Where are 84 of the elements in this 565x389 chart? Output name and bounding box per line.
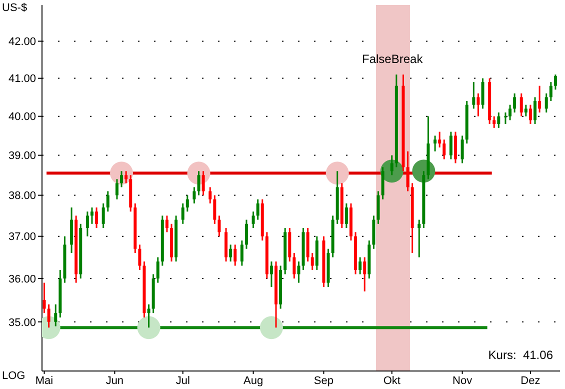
candlestick bbox=[528, 104, 532, 125]
candlestick bbox=[497, 112, 500, 129]
candlestick bbox=[481, 78, 484, 110]
x-tick-label: Dez bbox=[520, 375, 540, 387]
candlestick bbox=[310, 252, 314, 271]
x-tick-label: Mai bbox=[35, 375, 54, 387]
candlestick bbox=[438, 131, 442, 148]
candlestick bbox=[181, 202, 184, 225]
candlestick bbox=[534, 96, 537, 125]
candlestick bbox=[138, 244, 142, 271]
x-tick-label: Jul bbox=[176, 375, 190, 387]
x-tick-label: Okt bbox=[383, 375, 400, 387]
candlestick bbox=[363, 256, 366, 292]
y-axis-title: US-$ bbox=[2, 2, 28, 14]
candlestick bbox=[520, 92, 523, 118]
candlestick bbox=[492, 116, 496, 129]
candlestick bbox=[344, 202, 348, 229]
candlestick bbox=[544, 92, 548, 114]
annotation: Kurs: 41.06 bbox=[488, 348, 553, 362]
y-tick-label: 41.00 bbox=[8, 73, 36, 86]
candlestick bbox=[90, 206, 94, 225]
y-tick-label: 35.00 bbox=[8, 316, 36, 329]
candlestick bbox=[147, 304, 150, 328]
candlestick bbox=[460, 134, 464, 164]
candlestick bbox=[434, 134, 437, 152]
point bbox=[137, 316, 160, 340]
candlestick bbox=[213, 194, 216, 225]
candlestick bbox=[418, 219, 421, 258]
candlestick bbox=[538, 85, 542, 114]
candlestick bbox=[192, 186, 196, 204]
candlestick bbox=[292, 252, 296, 280]
candlestick bbox=[156, 256, 160, 284]
candlestick bbox=[197, 170, 200, 196]
candlestick bbox=[524, 104, 528, 118]
candlestick bbox=[504, 112, 507, 125]
candlestick bbox=[244, 219, 248, 250]
annotation: FalseBreak bbox=[362, 52, 423, 66]
candlestick bbox=[406, 150, 410, 192]
candlestick bbox=[102, 202, 105, 229]
candlestick bbox=[47, 304, 50, 328]
point bbox=[326, 162, 349, 185]
candlestick bbox=[208, 186, 212, 204]
candlestick bbox=[449, 131, 452, 160]
candlestick bbox=[229, 244, 232, 262]
candlestick bbox=[42, 282, 46, 314]
candlestick bbox=[234, 244, 237, 266]
candlestick bbox=[297, 260, 300, 284]
candlestick bbox=[442, 138, 446, 160]
candlestick bbox=[549, 81, 552, 102]
candlestick bbox=[120, 170, 124, 188]
candlestick bbox=[358, 256, 362, 275]
y-tick-label: 37.00 bbox=[8, 231, 36, 244]
candlestick bbox=[218, 214, 221, 238]
candlestick bbox=[390, 154, 394, 176]
x-tick-label: Aug bbox=[244, 375, 264, 387]
candlestick bbox=[86, 210, 89, 238]
candlestick bbox=[513, 92, 516, 114]
candlestick bbox=[256, 198, 260, 221]
candlestick bbox=[240, 240, 244, 266]
y-tick-label: 36.00 bbox=[8, 273, 36, 286]
candlestick bbox=[454, 131, 457, 164]
candlestick bbox=[476, 92, 480, 118]
candlestick bbox=[186, 194, 189, 212]
text: LOG bbox=[2, 370, 26, 382]
x-tick-label: Sep bbox=[314, 375, 334, 387]
point bbox=[260, 316, 283, 340]
y-tick-label: 39.00 bbox=[8, 150, 36, 162]
candlestick bbox=[54, 304, 58, 328]
candlestick bbox=[270, 260, 273, 288]
candlestick bbox=[106, 190, 110, 212]
candlestick bbox=[508, 104, 512, 121]
candlestick bbox=[124, 170, 128, 184]
candlestick bbox=[115, 178, 118, 200]
candlestick bbox=[202, 170, 205, 196]
candlestick bbox=[95, 206, 98, 229]
y-tick-label: 42.00 bbox=[8, 36, 36, 48]
y-tick-label: 38.00 bbox=[8, 190, 36, 202]
candlestick bbox=[472, 81, 476, 110]
candlestick bbox=[554, 74, 557, 90]
x-tick-label: Jun bbox=[106, 375, 124, 387]
x-tick-label: Nov bbox=[452, 375, 473, 387]
candlestick bbox=[165, 214, 168, 233]
y-tick-label: 40.00 bbox=[8, 111, 36, 124]
candlestick bbox=[252, 210, 255, 229]
